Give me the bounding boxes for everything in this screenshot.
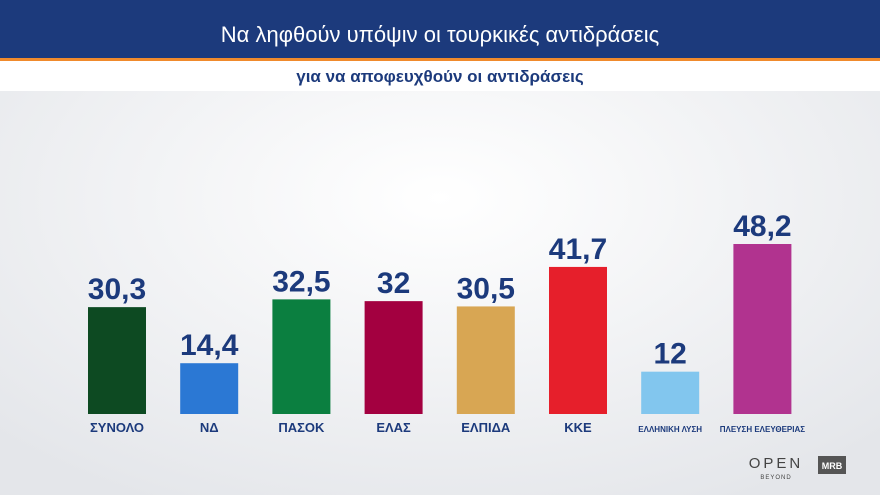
category-label: ΠΑΣΟΚ [278,420,325,435]
accent-line [0,58,880,61]
broadcaster-logo: OPEN [749,455,804,472]
bar [272,299,331,414]
category-label: ΚΚΕ [564,420,592,435]
bar [549,266,607,414]
value-label: 32,5 [272,265,330,298]
subtitle-band [0,61,880,91]
category-label: ΠΛΕΥΣΗ ΕΛΕΥΘΕΡΙΑΣ [720,425,806,434]
bar [641,371,700,414]
bar [733,244,792,414]
bar [180,363,239,414]
value-label: 30,5 [457,272,515,305]
pollster-box [818,456,846,474]
value-label: 41,7 [549,233,607,266]
category-label: ΕΛΑΣ [376,420,411,435]
value-label: 30,3 [88,273,146,306]
value-label: 12 [654,338,687,371]
value-label: 32 [377,267,410,300]
broadcaster-sub: BEYOND [760,475,791,481]
category-label: ΕΛΠΙΔΑ [461,420,511,435]
category-label: ΣΥΝΟΛΟ [90,420,144,435]
category-label: ΝΔ [200,420,219,435]
bar [456,306,515,414]
chart-subtitle: για να αποφευχθούν οι αντιδράσεις [296,67,584,86]
bar [364,301,423,414]
chart-title: Να ληφθούν υπόψιν οι τουρκικές αντιδράσε… [221,22,659,47]
bar [88,307,146,414]
value-label: 14,4 [180,329,239,362]
category-label: ΕΛΛΗΝΙΚΗ ΛΥΣΗ [638,425,702,434]
value-label: 48,2 [733,210,791,243]
pollster-logo: MRB [822,461,843,471]
title-band [0,0,880,58]
